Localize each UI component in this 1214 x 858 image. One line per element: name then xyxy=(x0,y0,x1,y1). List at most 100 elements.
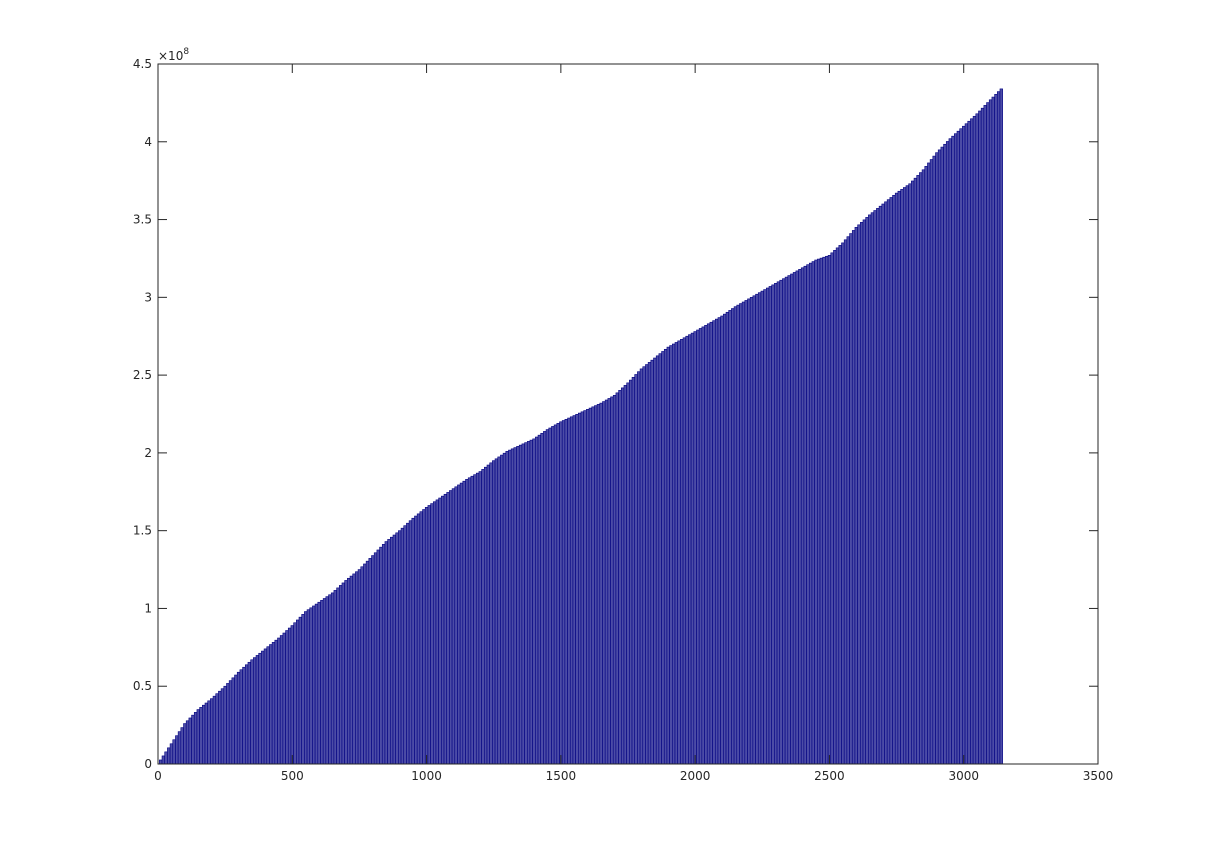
bar xyxy=(330,592,335,765)
bar xyxy=(808,262,813,765)
bar xyxy=(333,590,337,765)
bar xyxy=(583,410,587,765)
bar xyxy=(287,627,292,765)
bar xyxy=(817,258,821,765)
bar xyxy=(212,695,217,765)
bar xyxy=(518,444,523,765)
bar xyxy=(419,511,423,765)
bar xyxy=(919,172,923,765)
bar xyxy=(414,515,418,765)
bar xyxy=(991,96,995,765)
bar xyxy=(390,536,394,765)
bar xyxy=(553,424,558,765)
bar xyxy=(752,295,756,765)
bar xyxy=(843,239,848,765)
bar xyxy=(290,625,294,765)
bar xyxy=(204,702,208,765)
y-exponent-label: ×108 xyxy=(158,47,189,63)
bar xyxy=(223,685,227,765)
bar xyxy=(395,532,399,765)
bar xyxy=(935,152,939,765)
bar xyxy=(723,313,727,765)
bar xyxy=(972,115,977,765)
bar xyxy=(545,429,550,765)
bar xyxy=(411,517,415,765)
bar xyxy=(929,159,934,765)
bar xyxy=(236,671,241,765)
bar xyxy=(682,337,687,765)
ticks-layer xyxy=(157,63,1099,765)
bar xyxy=(416,513,421,765)
bar xyxy=(870,212,875,765)
bar xyxy=(569,416,574,765)
bar xyxy=(921,169,926,765)
bar xyxy=(975,113,979,765)
bar xyxy=(561,420,566,765)
bar xyxy=(790,273,794,765)
bar xyxy=(481,469,485,765)
bar xyxy=(851,230,856,765)
bar xyxy=(884,201,888,765)
bar xyxy=(215,693,219,765)
bar xyxy=(427,505,431,765)
bar xyxy=(379,546,383,765)
bar xyxy=(835,247,840,765)
bar xyxy=(502,452,507,765)
bar xyxy=(578,412,582,765)
bar xyxy=(314,603,319,765)
bar xyxy=(446,492,450,765)
bar xyxy=(830,252,834,765)
bar xyxy=(994,94,998,765)
bar xyxy=(886,199,891,765)
bar xyxy=(954,133,958,765)
bar xyxy=(714,318,719,765)
y-tick-label: 4 xyxy=(144,135,152,149)
bar xyxy=(467,477,472,765)
bar xyxy=(470,475,474,765)
bar xyxy=(567,417,571,765)
bar xyxy=(250,659,254,765)
bar xyxy=(398,530,402,765)
bar xyxy=(159,759,163,765)
bar xyxy=(865,217,869,765)
x-tick-label: 1500 xyxy=(546,769,577,783)
bar xyxy=(510,448,515,765)
bar xyxy=(529,439,533,765)
bar xyxy=(706,323,711,765)
bar xyxy=(196,709,200,765)
bar xyxy=(704,325,708,765)
bar xyxy=(741,301,746,765)
bar xyxy=(594,405,598,765)
bar xyxy=(894,192,899,765)
bar xyxy=(666,346,670,765)
bar xyxy=(693,331,697,765)
bar xyxy=(258,652,262,765)
bar xyxy=(962,125,966,765)
x-tick-label: 0 xyxy=(154,769,162,783)
bar xyxy=(645,364,649,765)
bar xyxy=(986,102,990,765)
bar xyxy=(701,326,705,765)
bar xyxy=(860,222,864,765)
bar xyxy=(846,236,850,765)
bar xyxy=(779,279,783,765)
bar xyxy=(760,290,764,765)
bar xyxy=(381,544,386,765)
bar xyxy=(263,648,268,765)
bar xyxy=(889,197,893,765)
bar xyxy=(301,614,305,765)
bar xyxy=(943,143,947,765)
plot-frame xyxy=(157,63,1099,765)
bar xyxy=(876,208,880,765)
bar xyxy=(881,203,885,765)
bar xyxy=(911,180,915,765)
bar xyxy=(489,462,493,765)
bar xyxy=(185,720,190,765)
bar xyxy=(927,162,931,765)
bar xyxy=(784,276,789,765)
bar xyxy=(202,704,206,765)
bar xyxy=(658,353,662,765)
bar xyxy=(328,594,332,765)
bar xyxy=(580,411,584,765)
y-exponent-base: ×10 xyxy=(158,49,183,63)
